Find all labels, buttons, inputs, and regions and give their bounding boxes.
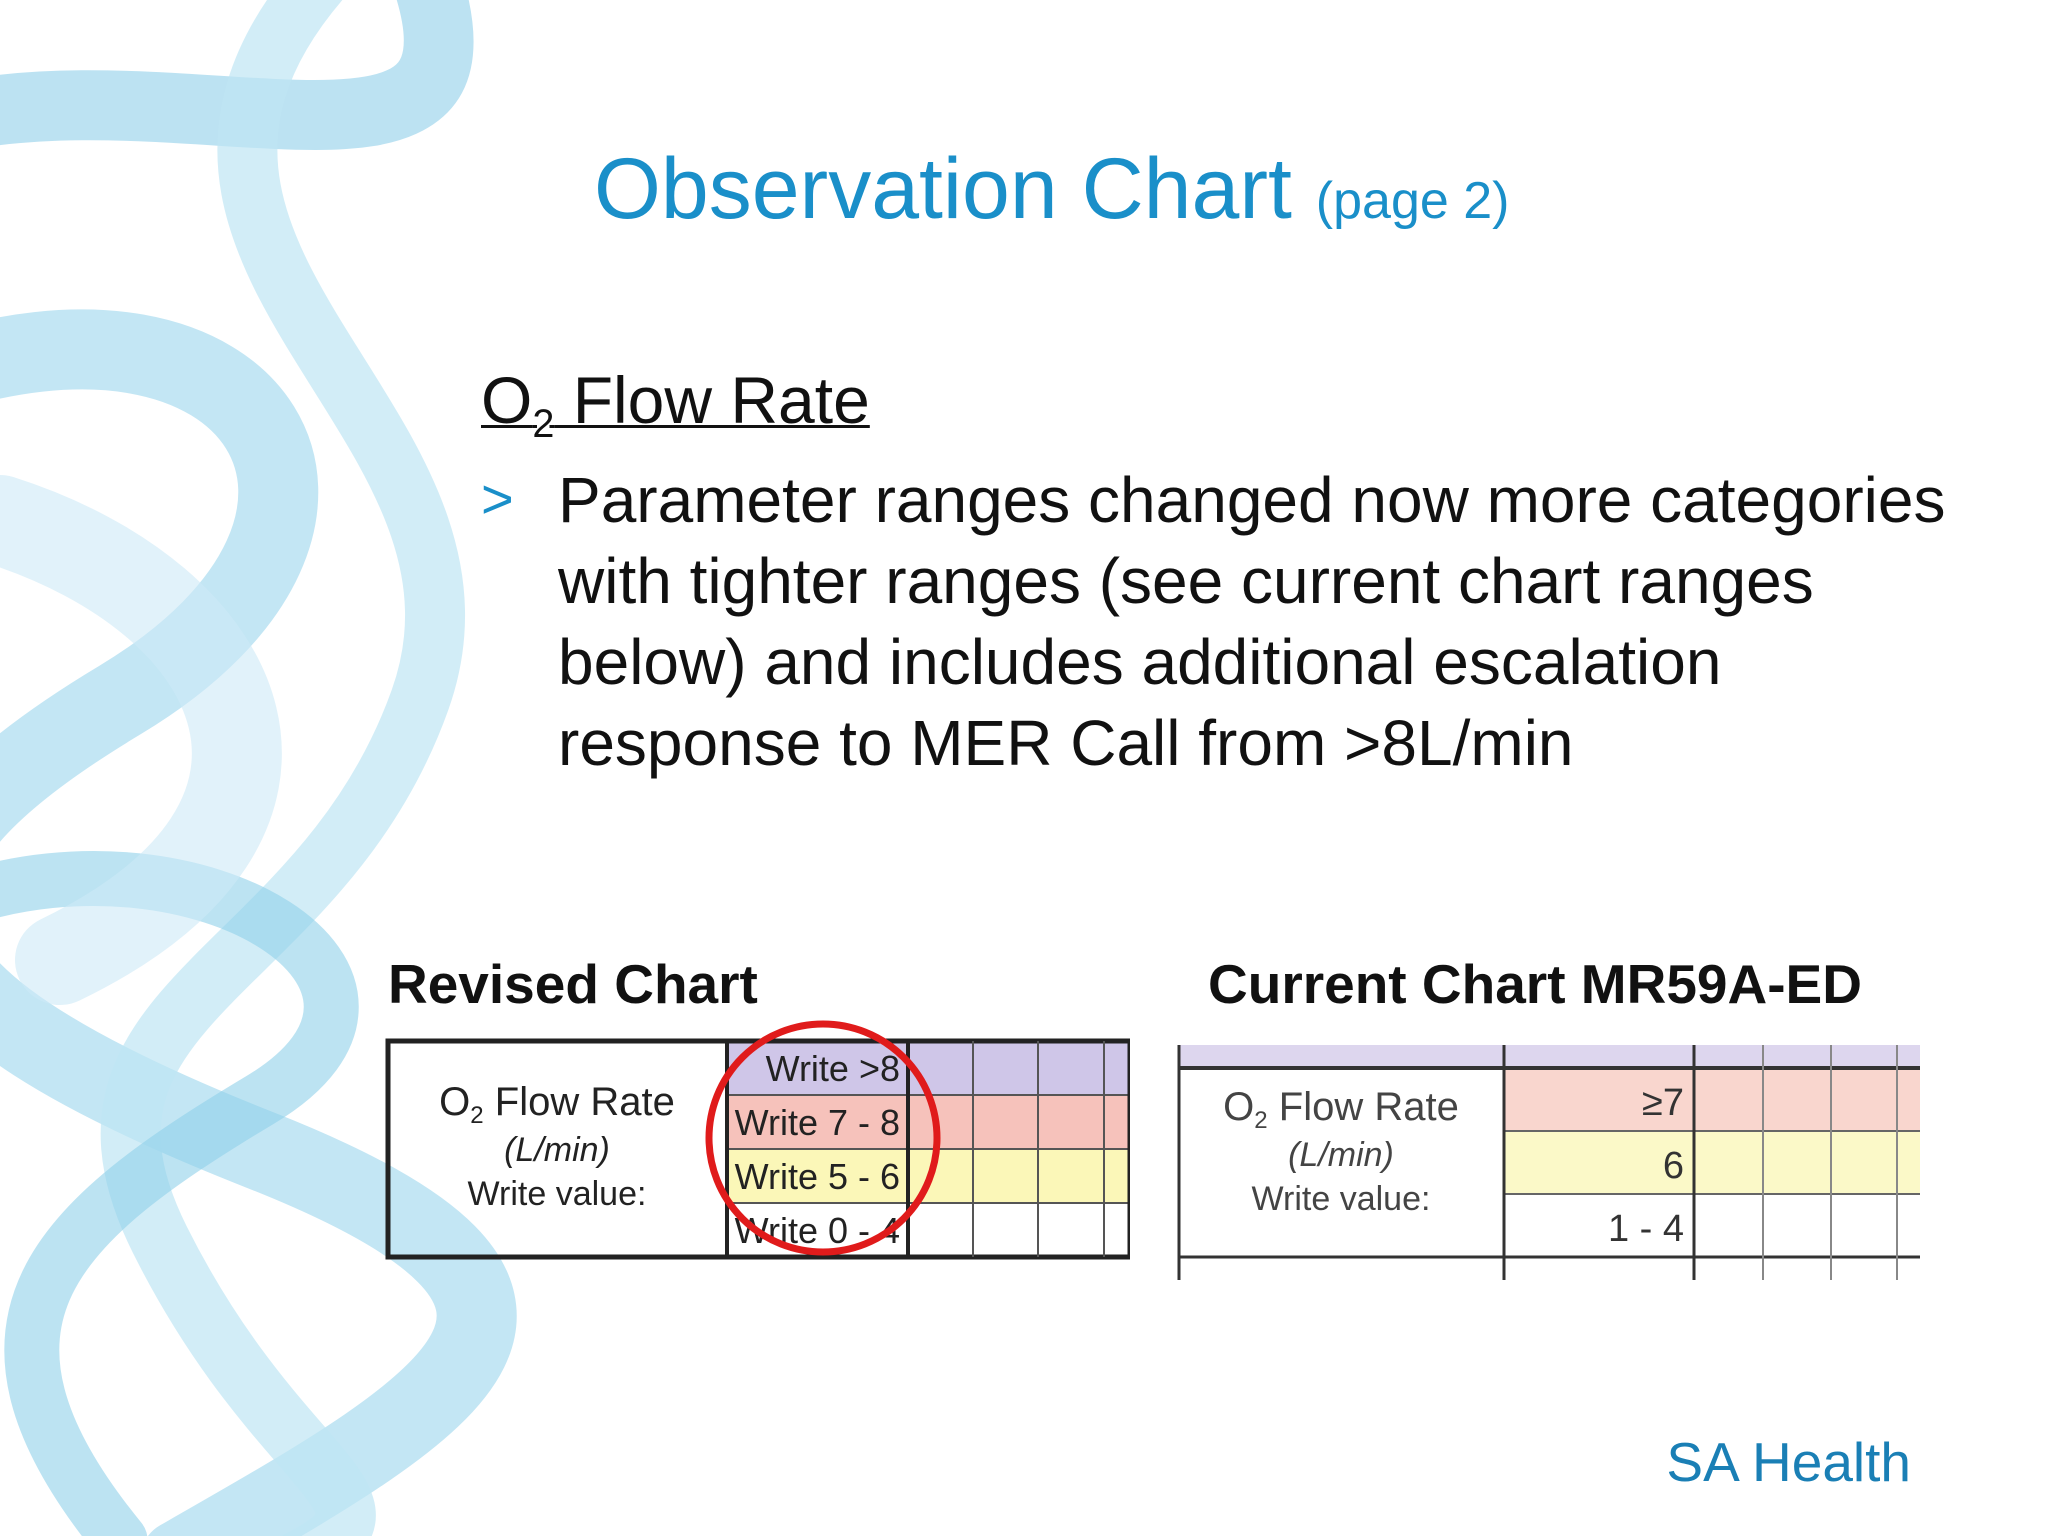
label-part: Flow Rate bbox=[484, 1080, 675, 1124]
bullet-marker: > bbox=[481, 467, 514, 530]
heading-text: O bbox=[481, 363, 533, 437]
label-part: 2 bbox=[1254, 1107, 1267, 1134]
slide-title: Observation Chart (page 2) bbox=[594, 140, 1509, 239]
dna-ribbon bbox=[0, 0, 517, 1536]
label-part: Flow Rate bbox=[1268, 1085, 1459, 1129]
row-band bbox=[727, 1041, 1130, 1095]
instruction: Write value: bbox=[1252, 1180, 1431, 1218]
row-band bbox=[1504, 1131, 1920, 1194]
range-label: 1 - 4 bbox=[1608, 1208, 1684, 1250]
row-label: O2 Flow Rate bbox=[1223, 1085, 1459, 1134]
label-part: O bbox=[1223, 1085, 1254, 1129]
row-band bbox=[1179, 1045, 1920, 1068]
row-band bbox=[1504, 1068, 1920, 1131]
subtitle: (page 2) bbox=[1315, 172, 1510, 230]
section-heading: O2 Flow Rate bbox=[481, 362, 870, 447]
title: Observation Chart bbox=[594, 141, 1292, 237]
row-label: O2 Flow Rate bbox=[439, 1080, 675, 1129]
highlight-circle bbox=[705, 1020, 941, 1256]
subscript: 2 bbox=[532, 402, 555, 447]
range-label: ≥7 bbox=[1642, 1082, 1684, 1124]
unit: (L/min) bbox=[1288, 1136, 1394, 1174]
range-label: 6 bbox=[1663, 1145, 1684, 1187]
brand: SA Health bbox=[1666, 1431, 1911, 1493]
caption: Revised Chart bbox=[388, 953, 758, 1015]
range-label: Write 7 - 8 bbox=[735, 1102, 900, 1143]
instruction: Write value: bbox=[468, 1175, 647, 1213]
unit: (L/min) bbox=[504, 1131, 610, 1169]
label-part: 2 bbox=[470, 1102, 483, 1129]
range-label: Write >8 bbox=[766, 1048, 900, 1089]
row-band bbox=[1504, 1194, 1920, 1257]
range-label: Write 5 - 6 bbox=[735, 1156, 900, 1197]
mask bbox=[1130, 1037, 1150, 1261]
label-part: O bbox=[439, 1080, 470, 1124]
bullet-text: Parameter ranges changed now more catego… bbox=[558, 464, 1946, 779]
heading-text: Flow Rate bbox=[554, 363, 870, 437]
caption: Current Chart MR59A-ED bbox=[1208, 953, 1862, 1015]
